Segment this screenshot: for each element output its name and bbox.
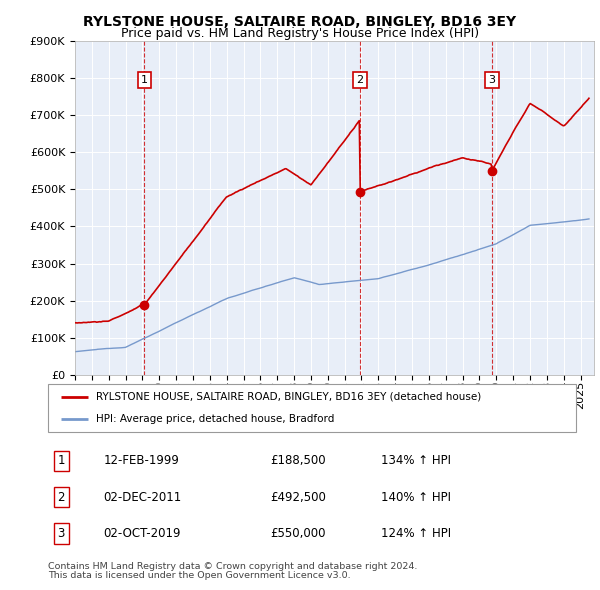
Text: 02-DEC-2011: 02-DEC-2011: [103, 490, 182, 504]
Text: 1: 1: [141, 75, 148, 84]
Text: HPI: Average price, detached house, Bradford: HPI: Average price, detached house, Brad…: [95, 414, 334, 424]
Text: £492,500: £492,500: [270, 490, 326, 504]
Text: £188,500: £188,500: [270, 454, 325, 467]
Text: RYLSTONE HOUSE, SALTAIRE ROAD, BINGLEY, BD16 3EY (detached house): RYLSTONE HOUSE, SALTAIRE ROAD, BINGLEY, …: [95, 392, 481, 402]
Text: Contains HM Land Registry data © Crown copyright and database right 2024.: Contains HM Land Registry data © Crown c…: [48, 562, 418, 571]
Text: 3: 3: [58, 527, 65, 540]
Text: 140% ↑ HPI: 140% ↑ HPI: [380, 490, 451, 504]
Text: 1: 1: [58, 454, 65, 467]
Text: 2: 2: [356, 75, 364, 84]
Text: 134% ↑ HPI: 134% ↑ HPI: [380, 454, 451, 467]
Text: 124% ↑ HPI: 124% ↑ HPI: [380, 527, 451, 540]
Text: 12-FEB-1999: 12-FEB-1999: [103, 454, 179, 467]
Text: 2: 2: [58, 490, 65, 504]
Text: This data is licensed under the Open Government Licence v3.0.: This data is licensed under the Open Gov…: [48, 571, 350, 580]
Text: 3: 3: [488, 75, 496, 84]
Text: RYLSTONE HOUSE, SALTAIRE ROAD, BINGLEY, BD16 3EY: RYLSTONE HOUSE, SALTAIRE ROAD, BINGLEY, …: [83, 15, 517, 30]
Text: £550,000: £550,000: [270, 527, 325, 540]
FancyBboxPatch shape: [48, 384, 576, 432]
Text: 02-OCT-2019: 02-OCT-2019: [103, 527, 181, 540]
Text: Price paid vs. HM Land Registry's House Price Index (HPI): Price paid vs. HM Land Registry's House …: [121, 27, 479, 40]
